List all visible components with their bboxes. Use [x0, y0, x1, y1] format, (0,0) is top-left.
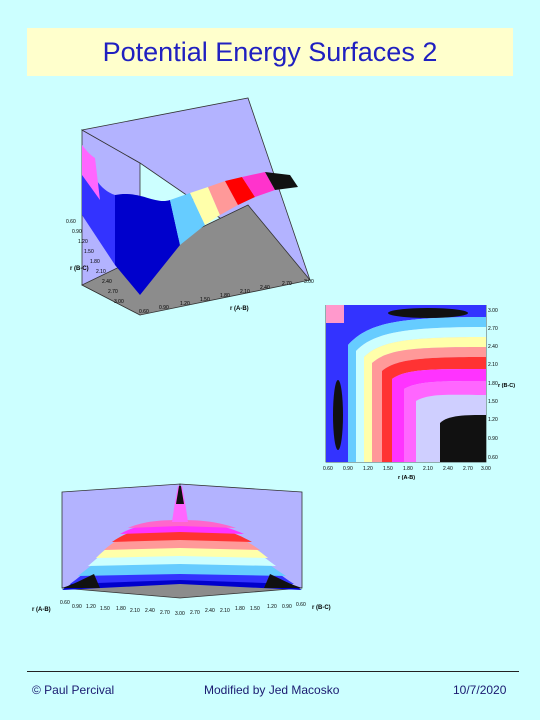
axis-label-bc: r (B-C): [70, 266, 89, 272]
tick-label: 0.60: [66, 219, 76, 225]
tick-label: 0.90: [343, 466, 353, 472]
tick-label: 2.10: [423, 466, 433, 472]
contour-ticks-x: 0.60 0.90 1.20 1.50 1.80 2.10 2.40 2.70 …: [323, 466, 491, 472]
tick-label: 1.20: [86, 604, 96, 610]
tick-label: 2.40: [102, 279, 112, 285]
tick-label: 2.40: [488, 344, 498, 350]
tick-label: 1.50: [200, 297, 210, 303]
axis-label-ab: r (A-B): [398, 475, 415, 481]
tick-label: 1.80: [90, 259, 100, 265]
contour-ticks-y: 3.00 2.70 2.40 2.10 1.80 1.50 1.20 0.90 …: [488, 308, 498, 461]
tick-label: 0.60: [296, 602, 306, 608]
tick-label: 2.10: [96, 269, 106, 275]
tick-label: 0.60: [488, 455, 498, 461]
footer-modified-by: Modified by Jed Macosko: [204, 683, 340, 697]
tick-label: 2.10: [488, 362, 498, 368]
tick-label: 2.70: [108, 289, 118, 295]
tick-label: 3.00: [175, 611, 185, 617]
tick-label: 1.20: [267, 604, 277, 610]
tick-label: 1.50: [100, 606, 110, 612]
tick-label: 1.50: [250, 606, 260, 612]
tick-label: 2.70: [282, 281, 292, 287]
tick-label: 1.50: [84, 249, 94, 255]
axis-label-ab: r (A-B): [230, 306, 249, 312]
tick-label: 0.90: [282, 604, 292, 610]
side-view-plot: r (A-B) r (B-C) 0.60 0.90 1.20 1.50 1.80…: [32, 483, 331, 617]
tick-label: 1.20: [78, 239, 88, 245]
tick-label: 2.40: [145, 608, 155, 614]
tick-label: 1.80: [220, 293, 230, 299]
dome-bands: [62, 486, 302, 590]
tick-label: 2.10: [240, 289, 250, 295]
tick-label: 2.70: [463, 466, 473, 472]
tick-label: 0.90: [72, 229, 82, 235]
tick-label: 1.80: [488, 381, 498, 387]
axis-label-ab: r (A-B): [32, 607, 51, 613]
tick-label: 0.90: [72, 604, 82, 610]
contour-bands: [326, 305, 486, 462]
tick-label: 2.40: [260, 285, 270, 291]
tick-label: 0.60: [60, 600, 70, 606]
side-ticks: 0.60 0.90 1.20 1.50 1.80 2.10 2.40 2.70 …: [60, 600, 306, 617]
tick-label: 3.00: [114, 299, 124, 305]
tick-label: 2.70: [190, 610, 200, 616]
tick-label: 0.60: [323, 466, 333, 472]
axis-label-bc: r (B-C): [312, 605, 331, 611]
tick-label: 2.10: [130, 608, 140, 614]
tick-label: 1.80: [235, 606, 245, 612]
tick-label: 1.50: [488, 399, 498, 405]
tick-label: 2.40: [205, 608, 215, 614]
footer-date: 10/7/2020: [453, 683, 507, 697]
axis-label-bc: r (B-C): [498, 383, 515, 389]
footer-author: © Paul Percival: [32, 683, 115, 697]
surface-bands: [82, 145, 298, 295]
tick-label: 3.00: [304, 279, 314, 285]
tick-label: 3.00: [488, 308, 498, 314]
tick-label: 1.20: [363, 466, 373, 472]
tick-label: 2.70: [160, 610, 170, 616]
tick-label: 1.20: [488, 417, 498, 423]
slide-title: Potential Energy Surfaces 2: [102, 36, 438, 67]
tick-label: 2.70: [488, 326, 498, 332]
footer-divider: [27, 671, 519, 672]
tick-label: 3.00: [481, 466, 491, 472]
tick-label: 0.60: [139, 309, 149, 315]
surface-ticks-bc: 0.60 0.90 1.20 1.50 1.80 2.10 2.40 2.70 …: [66, 219, 124, 305]
slide-title-box: Potential Energy Surfaces 2: [27, 28, 513, 76]
tick-label: 1.20: [180, 301, 190, 307]
tick-label: 1.80: [116, 606, 126, 612]
surface-plot-3d: 0.60 0.90 1.20 1.50 1.80 2.10 2.40 2.70 …: [66, 97, 314, 316]
tick-label: 1.50: [383, 466, 393, 472]
tick-label: 2.10: [220, 608, 230, 614]
tick-label: 1.80: [403, 466, 413, 472]
contour-plot: 0.60 0.90 1.20 1.50 1.80 2.10 2.40 2.70 …: [323, 305, 515, 481]
tick-label: 0.90: [159, 305, 169, 311]
tick-label: 2.40: [443, 466, 453, 472]
surface-ticks-ab: 0.60 0.90 1.20 1.50 1.80 2.10 2.40 2.70 …: [139, 279, 314, 315]
tick-label: 0.90: [488, 436, 498, 442]
